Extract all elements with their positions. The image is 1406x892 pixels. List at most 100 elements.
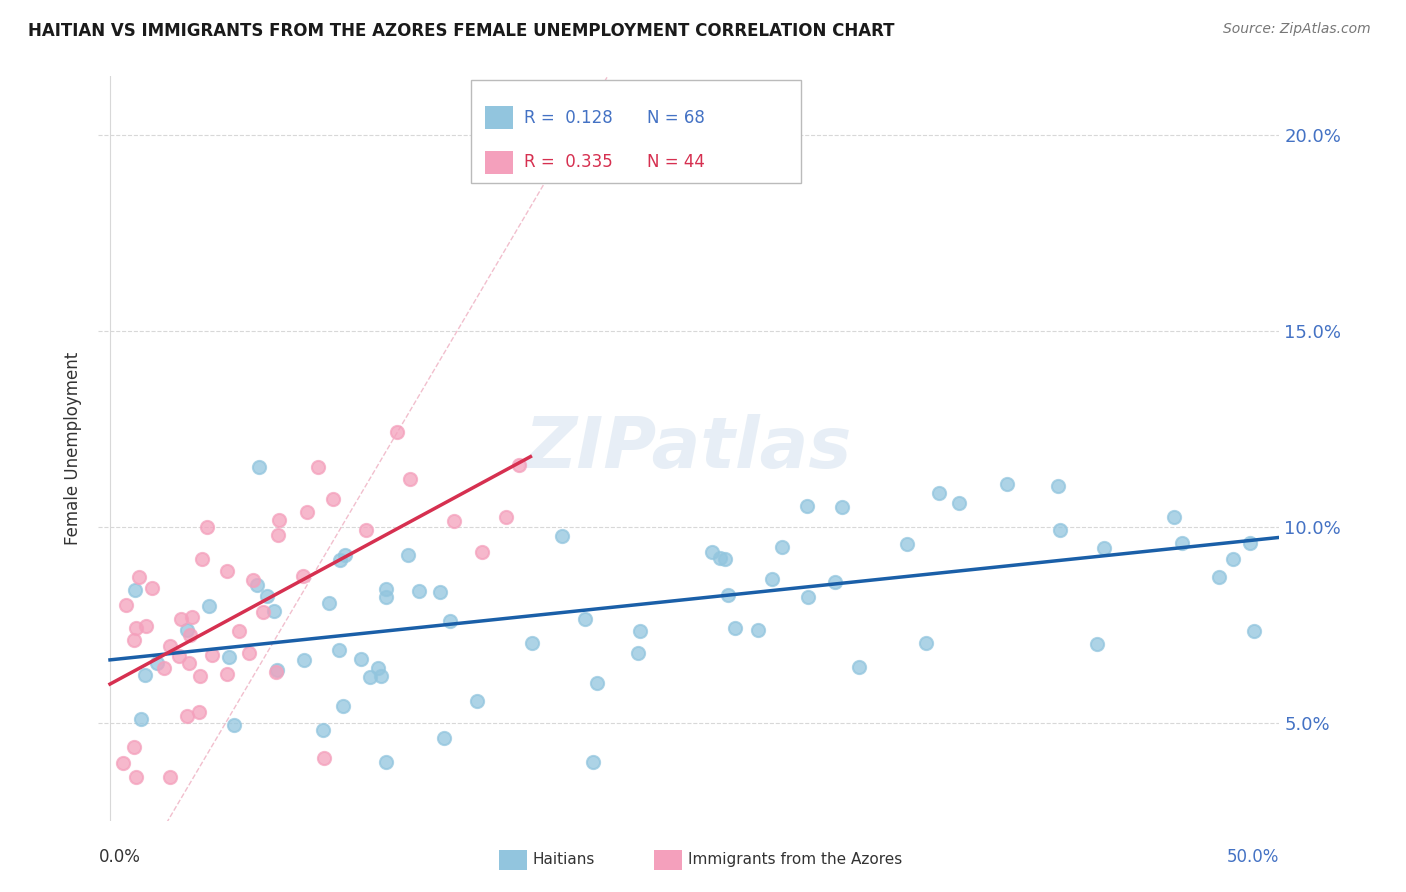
- Text: ZIPatlas: ZIPatlas: [526, 414, 852, 483]
- Point: [333, 549, 356, 563]
- Point: [153, 661, 176, 675]
- Point: [761, 572, 783, 586]
- Point: [167, 648, 190, 663]
- Point: [797, 591, 820, 605]
- Point: [125, 770, 148, 784]
- Point: [375, 582, 398, 596]
- Point: [134, 667, 156, 681]
- Point: [1092, 541, 1115, 556]
- Point: [238, 646, 260, 660]
- Point: [374, 755, 396, 769]
- Point: [627, 646, 650, 660]
- Point: [522, 636, 544, 650]
- Point: [928, 485, 950, 500]
- Point: [170, 612, 193, 626]
- Point: [246, 577, 269, 591]
- Point: [439, 614, 461, 628]
- Y-axis label: Female Unemployment: Female Unemployment: [65, 351, 83, 545]
- Point: [215, 564, 238, 578]
- Point: [307, 460, 329, 475]
- Point: [796, 499, 818, 513]
- Point: [159, 640, 181, 654]
- Text: Source: ZipAtlas.com: Source: ZipAtlas.com: [1223, 22, 1371, 37]
- Point: [222, 718, 245, 732]
- Point: [551, 528, 574, 542]
- Text: R =  0.335: R = 0.335: [524, 153, 613, 171]
- Text: Immigrants from the Azores: Immigrants from the Azores: [688, 853, 901, 867]
- Point: [396, 549, 419, 563]
- Point: [1243, 624, 1265, 639]
- Point: [399, 472, 422, 486]
- Point: [495, 510, 517, 524]
- Point: [574, 612, 596, 626]
- Point: [129, 712, 152, 726]
- Point: [264, 665, 287, 679]
- Point: [370, 669, 392, 683]
- Point: [896, 536, 918, 550]
- Point: [717, 588, 740, 602]
- Point: [1222, 552, 1244, 566]
- Point: [180, 610, 202, 624]
- Point: [141, 581, 163, 595]
- Point: [266, 663, 288, 677]
- Point: [709, 550, 731, 565]
- Point: [848, 660, 870, 674]
- Point: [1208, 570, 1230, 584]
- Point: [471, 545, 494, 559]
- Point: [191, 552, 214, 566]
- Point: [312, 723, 335, 737]
- Point: [747, 623, 769, 637]
- Point: [292, 569, 315, 583]
- Point: [188, 669, 211, 683]
- Point: [433, 731, 456, 745]
- Point: [201, 648, 224, 662]
- Point: [1239, 536, 1261, 550]
- Point: [508, 458, 530, 473]
- Point: [915, 636, 938, 650]
- Point: [177, 656, 200, 670]
- Point: [995, 476, 1018, 491]
- Point: [159, 770, 181, 784]
- Point: [195, 520, 218, 534]
- Point: [628, 624, 651, 638]
- Text: HAITIAN VS IMMIGRANTS FROM THE AZORES FEMALE UNEMPLOYMENT CORRELATION CHART: HAITIAN VS IMMIGRANTS FROM THE AZORES FE…: [28, 22, 894, 40]
- Text: N = 68: N = 68: [647, 109, 704, 127]
- Point: [128, 570, 150, 584]
- Point: [256, 589, 278, 603]
- Point: [294, 653, 316, 667]
- Point: [328, 643, 350, 657]
- Point: [176, 708, 198, 723]
- Point: [354, 523, 377, 537]
- Point: [146, 657, 169, 671]
- Point: [408, 583, 430, 598]
- Text: R =  0.128: R = 0.128: [524, 109, 613, 127]
- Point: [367, 661, 389, 675]
- Point: [125, 622, 148, 636]
- Point: [263, 604, 285, 618]
- Point: [247, 460, 270, 475]
- Point: [948, 496, 970, 510]
- Point: [242, 573, 264, 587]
- Point: [329, 553, 352, 567]
- Point: [359, 670, 381, 684]
- Point: [112, 756, 135, 770]
- Point: [135, 618, 157, 632]
- Point: [831, 500, 853, 515]
- Point: [322, 491, 344, 506]
- Point: [770, 540, 793, 554]
- Point: [176, 623, 198, 637]
- Point: [1046, 479, 1069, 493]
- Text: 0.0%: 0.0%: [98, 848, 141, 866]
- Point: [1049, 523, 1071, 537]
- Point: [252, 605, 274, 619]
- Point: [115, 598, 138, 612]
- Point: [385, 425, 408, 439]
- Point: [702, 545, 724, 559]
- Point: [124, 582, 146, 597]
- Point: [1163, 510, 1185, 524]
- Point: [295, 505, 318, 519]
- Text: 50.0%: 50.0%: [1227, 848, 1279, 866]
- Point: [122, 632, 145, 647]
- Point: [318, 596, 340, 610]
- Point: [443, 514, 465, 528]
